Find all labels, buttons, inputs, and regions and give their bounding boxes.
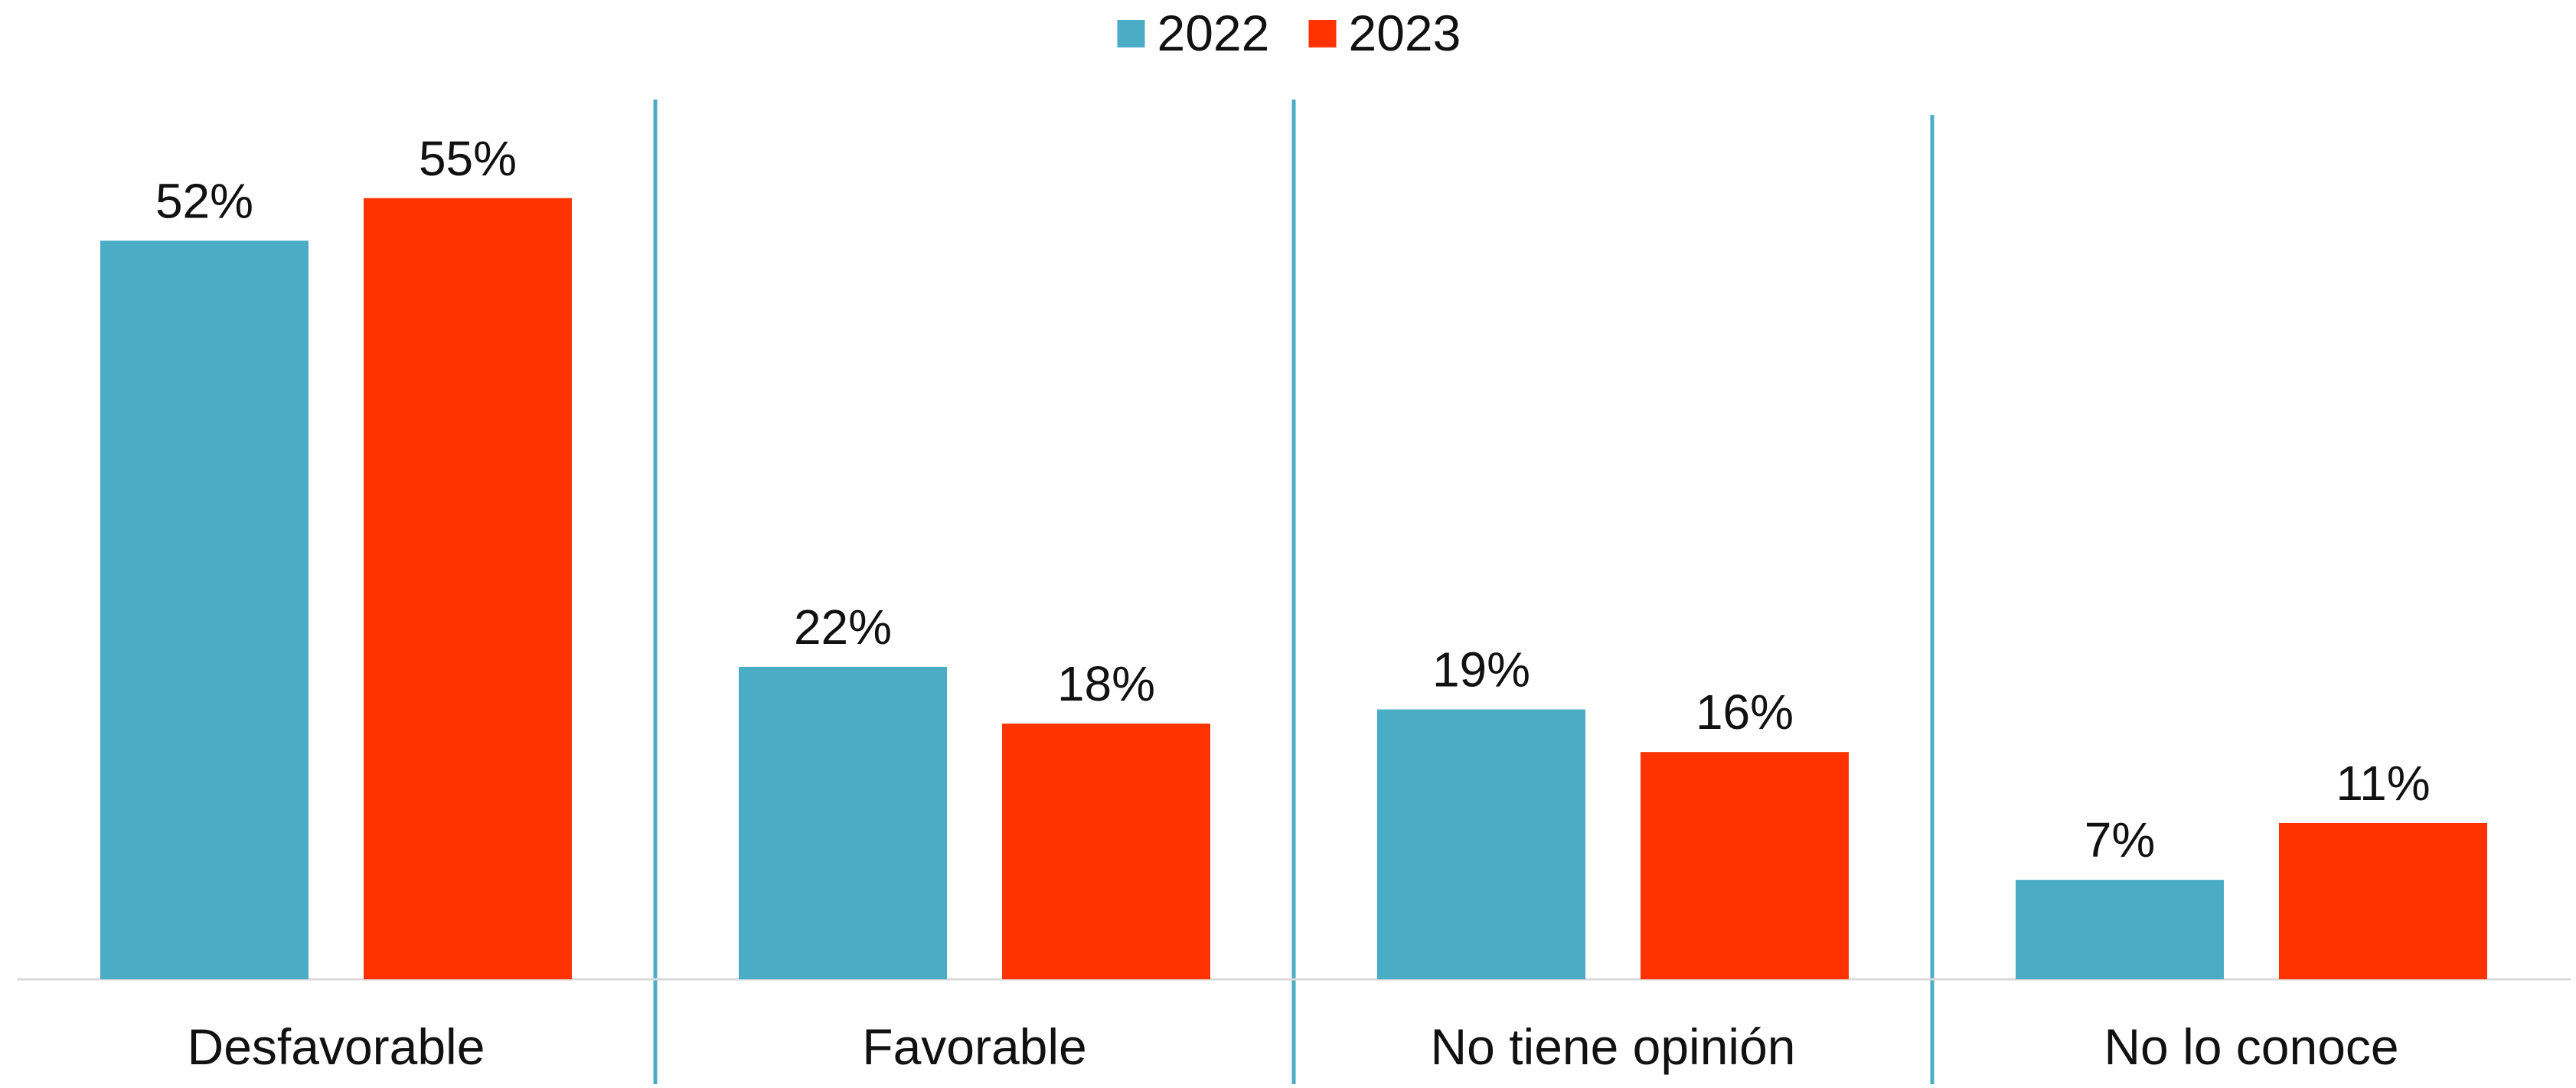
bars [100, 198, 2487, 979]
bar-no-tiene-opinion-2023 [1641, 752, 1849, 979]
bar-no-lo-conoce-2022 [2016, 880, 2224, 979]
bar-desfavorable-2023 [364, 198, 572, 979]
bar-favorable-2023 [1002, 724, 1210, 979]
bar-no-tiene-opinion-2022 [1377, 709, 1585, 979]
category-separators [653, 100, 1934, 1084]
data-label-desfavorable-2023: 55% [419, 131, 517, 186]
legend-label-2022: 2022 [1157, 5, 1270, 61]
data-label-no-lo-conoce-2023: 11% [2336, 756, 2430, 811]
bar-no-lo-conoce-2023 [2279, 822, 2487, 979]
x-tick-label-favorable: Favorable [862, 1018, 1087, 1075]
x-tick-label-desfavorable: Desfavorable [188, 1018, 485, 1075]
legend-item-2022: 2022 [1117, 5, 1270, 61]
data-label-favorable-2022: 22% [794, 600, 892, 655]
legend-swatch-2022 [1117, 20, 1145, 47]
data-label-no-lo-conoce-2022: 7% [2085, 812, 2156, 867]
legend: 2022 2023 [1117, 5, 1461, 61]
data-label-no-tiene-opinion-2023: 16% [1696, 684, 1794, 740]
data-label-favorable-2023: 18% [1057, 656, 1155, 711]
x-tick-label-no-tiene-opinion: No tiene opinión [1430, 1018, 1795, 1075]
x-tick-labels: Desfavorable Favorable No tiene opinión No … [188, 1018, 2399, 1075]
legend-swatch-2023 [1308, 20, 1337, 47]
legend-item-2023: 2023 [1308, 5, 1461, 61]
legend-label-2023: 2023 [1349, 5, 1461, 61]
data-labels: 52% 55% 22% 18% 19% 16% 7% 11% [155, 131, 2431, 867]
bar-favorable-2022 [739, 666, 947, 979]
bar-desfavorable-2022 [100, 240, 309, 979]
x-tick-label-no-lo-conoce: No lo conoce [2104, 1018, 2398, 1075]
data-label-no-tiene-opinion-2022: 19% [1432, 642, 1530, 698]
data-label-desfavorable-2022: 52% [155, 173, 253, 228]
